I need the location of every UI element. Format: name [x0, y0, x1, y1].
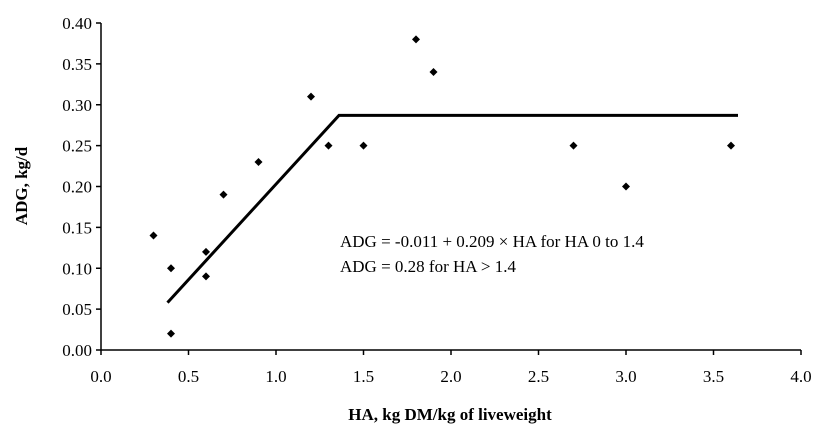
x-tick-label: 2.5: [528, 367, 549, 386]
equation-annotation-2: ADG = 0.28 for HA > 1.4: [340, 257, 516, 276]
y-tick-label: 0.15: [62, 218, 92, 237]
data-point: [622, 182, 630, 191]
data-point: [167, 264, 175, 273]
data-point: [324, 141, 333, 150]
x-tick-label: 1.5: [353, 367, 374, 386]
y-tick-label: 0.35: [62, 55, 92, 74]
data-point: [569, 141, 578, 150]
equation-annotation-1: ADG = -0.011 + 0.209 × HA for HA 0 to 1.…: [340, 232, 644, 251]
x-axis-title: HA, kg DM/kg of liveweight: [348, 405, 552, 424]
data-point: [167, 329, 175, 338]
y-tick-label: 0.05: [62, 300, 92, 319]
data-point: [359, 141, 368, 150]
y-tick-label: 0.20: [62, 178, 92, 197]
x-tick-label: 1.0: [265, 367, 286, 386]
x-tick-label: 3.5: [703, 367, 724, 386]
data-point: [202, 272, 210, 281]
x-tick-label: 2.0: [440, 367, 461, 386]
x-ticks: 0.0 0.5 1.0 1.5 2.0 2.5 3.0 3.5 4.0: [90, 350, 812, 386]
x-tick-label: 0.0: [90, 367, 111, 386]
plot-area: 0.00 0.05 0.10 0.15 0.20 0.25 0.30 0.35 0.40 0.0…: [62, 14, 811, 386]
y-tick-label: 0.40: [62, 14, 92, 33]
data-point: [254, 157, 263, 166]
data-points: [149, 35, 735, 338]
y-tick-label: 0.25: [62, 137, 92, 156]
data-point: [202, 247, 210, 256]
y-ticks: 0.00 0.05 0.10 0.15 0.20 0.25 0.30 0.35 0.40: [62, 14, 101, 360]
y-tick-label: 0.30: [62, 96, 92, 115]
data-point: [727, 141, 735, 150]
data-point: [149, 231, 158, 240]
fit-line: [166, 113, 738, 304]
y-tick-label: 0.00: [62, 341, 92, 360]
data-point: [429, 68, 438, 77]
x-tick-label: 3.0: [615, 367, 636, 386]
y-axis-title: ADG, kg/d: [12, 146, 31, 225]
data-point: [307, 92, 315, 101]
data-point: [219, 190, 228, 199]
x-tick-label: 4.0: [790, 367, 811, 386]
x-tick-label: 0.5: [178, 367, 199, 386]
data-point: [412, 35, 420, 44]
y-tick-label: 0.10: [62, 259, 92, 278]
